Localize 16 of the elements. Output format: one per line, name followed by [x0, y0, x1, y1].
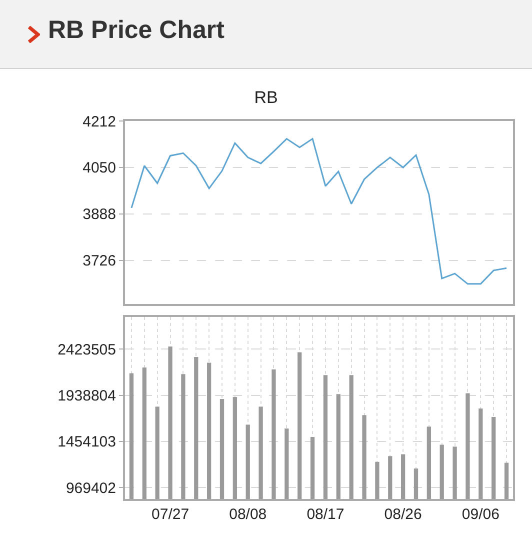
y-tick-label: 4212	[82, 113, 116, 130]
y-tick-label: 1454103	[58, 434, 116, 451]
y-tick-label: 2423505	[58, 341, 116, 358]
x-tick-label: 08/17	[306, 506, 344, 523]
chart-title: RB Price Chart	[48, 16, 224, 45]
y-tick-label: 969402	[66, 480, 116, 497]
x-tick-label: 08/08	[229, 506, 267, 523]
x-tick-label: 07/27	[151, 506, 190, 523]
x-tick-label: 08/26	[384, 506, 422, 523]
x-tick-label: 09/06	[462, 506, 500, 523]
y-tick-label: 3726	[82, 252, 116, 270]
y-tick-label: 3888	[82, 206, 116, 224]
y-tick-label: 4050	[82, 160, 116, 177]
line-series	[130, 138, 508, 285]
chart-subtitle: RB	[254, 88, 278, 107]
y-tick-label: 1938804	[58, 388, 116, 404]
